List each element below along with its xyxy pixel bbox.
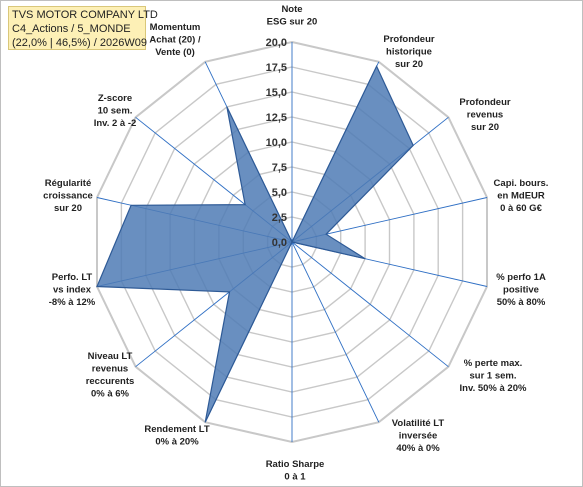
axis-label-line: vs index bbox=[53, 285, 92, 296]
axis-label-line: Capi. bours. bbox=[494, 178, 549, 189]
axis-label-line: revenus bbox=[92, 364, 128, 375]
tick-label: 7,5 bbox=[272, 162, 287, 174]
axis-label-line: sur 20 bbox=[395, 59, 423, 70]
company-name: TVS MOTOR COMPANY LTD bbox=[12, 9, 158, 21]
series-area bbox=[96, 64, 414, 423]
axis-label-line: Rendement LT bbox=[144, 424, 209, 435]
axis-label-line: en MdEUR bbox=[497, 191, 545, 202]
tick-label: 0,0 bbox=[272, 237, 287, 249]
axis-label-line: Profondeur bbox=[459, 97, 510, 108]
axis-label: Profondeur revenus sur 20 bbox=[459, 97, 510, 133]
title-box: TVS MOTOR COMPANY LTD C4_Actions / 5_MON… bbox=[8, 6, 158, 50]
tick-label: 20,0 bbox=[266, 37, 287, 49]
axis-label-line: positive bbox=[503, 285, 539, 296]
axis-label-line: Inv. 2 à -2 bbox=[94, 118, 137, 129]
tick-label: 2,5 bbox=[272, 212, 287, 224]
axis-label-line: 50% à 80% bbox=[497, 297, 546, 308]
axis-label-line: revenus bbox=[467, 110, 503, 121]
axis-label-line: % perte max. bbox=[464, 358, 523, 369]
axis-label: % perfo 1A positive 50% à 80% bbox=[496, 272, 546, 308]
axis-label: Régularité croissance sur 20 bbox=[43, 178, 93, 214]
axis-label-line: Régularité bbox=[45, 178, 91, 189]
axis-label-line: sur 20 bbox=[471, 122, 499, 133]
radar-spoke bbox=[291, 241, 380, 423]
axis-label: Perfo. LT vs index -8% à 12% bbox=[49, 272, 96, 308]
axis-label: Ratio Sharpe 0 à 1 bbox=[266, 459, 325, 483]
axis-label-line: 0% à 6% bbox=[91, 389, 130, 400]
tick-label: 15,0 bbox=[266, 87, 287, 99]
axis-label: Rendement LT 0% à 20% bbox=[144, 424, 209, 448]
axis-label-line: % perfo 1A bbox=[496, 272, 546, 283]
axis-label-line: Z-score bbox=[98, 93, 132, 104]
radar-spoke bbox=[291, 241, 449, 368]
axis-label-line: Ratio Sharpe bbox=[266, 459, 325, 470]
axis-label: Note ESG sur 20 bbox=[267, 4, 318, 28]
axis-label: % perte max. sur 1 sem. Inv. 50% à 20% bbox=[460, 358, 527, 394]
radial-tick-labels: 0,0 2,5 5,0 7,5 10,0 12,5 15,0 17,5 20,0 bbox=[266, 37, 287, 249]
axis-label-line: ESG sur 20 bbox=[267, 17, 318, 28]
axis-label-line: Vente (0) bbox=[155, 47, 195, 58]
axis-label-line: Inv. 50% à 20% bbox=[460, 383, 527, 394]
tick-label: 10,0 bbox=[266, 137, 287, 149]
axis-label-line: historique bbox=[386, 47, 432, 58]
axis-label: Profondeur historique sur 20 bbox=[383, 34, 434, 70]
radar-series bbox=[96, 64, 414, 423]
axis-label-line: reccurents bbox=[86, 376, 135, 387]
tick-label: 5,0 bbox=[272, 187, 287, 199]
axis-label: Volatilité LT inversée 40% à 0% bbox=[392, 418, 445, 454]
axis-label-line: Achat (20) / bbox=[149, 35, 201, 46]
axis-label-line: inversée bbox=[399, 431, 438, 442]
axis-label-line: 0 à 60 G€ bbox=[500, 203, 542, 214]
axis-label: Capi. bours. en MdEUR 0 à 60 G€ bbox=[494, 178, 549, 214]
category-label: C4_Actions / 5_MONDE bbox=[12, 23, 131, 35]
tick-label: 17,5 bbox=[266, 62, 287, 74]
axis-label-line: Niveau LT bbox=[88, 351, 133, 362]
axis-label-line: sur 1 sem. bbox=[470, 371, 517, 382]
period-label: (22,0% | 46,5%) / 2026W09 bbox=[12, 37, 147, 49]
axis-label-line: 10 sem. bbox=[98, 106, 133, 117]
axis-label-line: -8% à 12% bbox=[49, 297, 96, 308]
axis-label-line: sur 20 bbox=[54, 203, 82, 214]
axis-label-line: croissance bbox=[43, 191, 93, 202]
axis-label-line: Perfo. LT bbox=[52, 272, 93, 283]
axis-label: Momentum Achat (20) / Vente (0) bbox=[149, 22, 201, 58]
axis-label: Z-score 10 sem. Inv. 2 à -2 bbox=[94, 93, 137, 129]
axis-label-line: Volatilité LT bbox=[392, 418, 445, 429]
axis-label-line: Profondeur bbox=[383, 34, 434, 45]
axis-label-line: Momentum bbox=[150, 22, 201, 33]
axis-label-line: 0% à 20% bbox=[155, 437, 199, 448]
axis-label: Niveau LT revenus reccurents 0% à 6% bbox=[86, 351, 135, 400]
tick-label: 12,5 bbox=[266, 112, 287, 124]
axis-label-line: 40% à 0% bbox=[396, 443, 440, 454]
axis-label-line: 0 à 1 bbox=[284, 472, 306, 483]
axis-label-line: Note bbox=[281, 4, 302, 15]
